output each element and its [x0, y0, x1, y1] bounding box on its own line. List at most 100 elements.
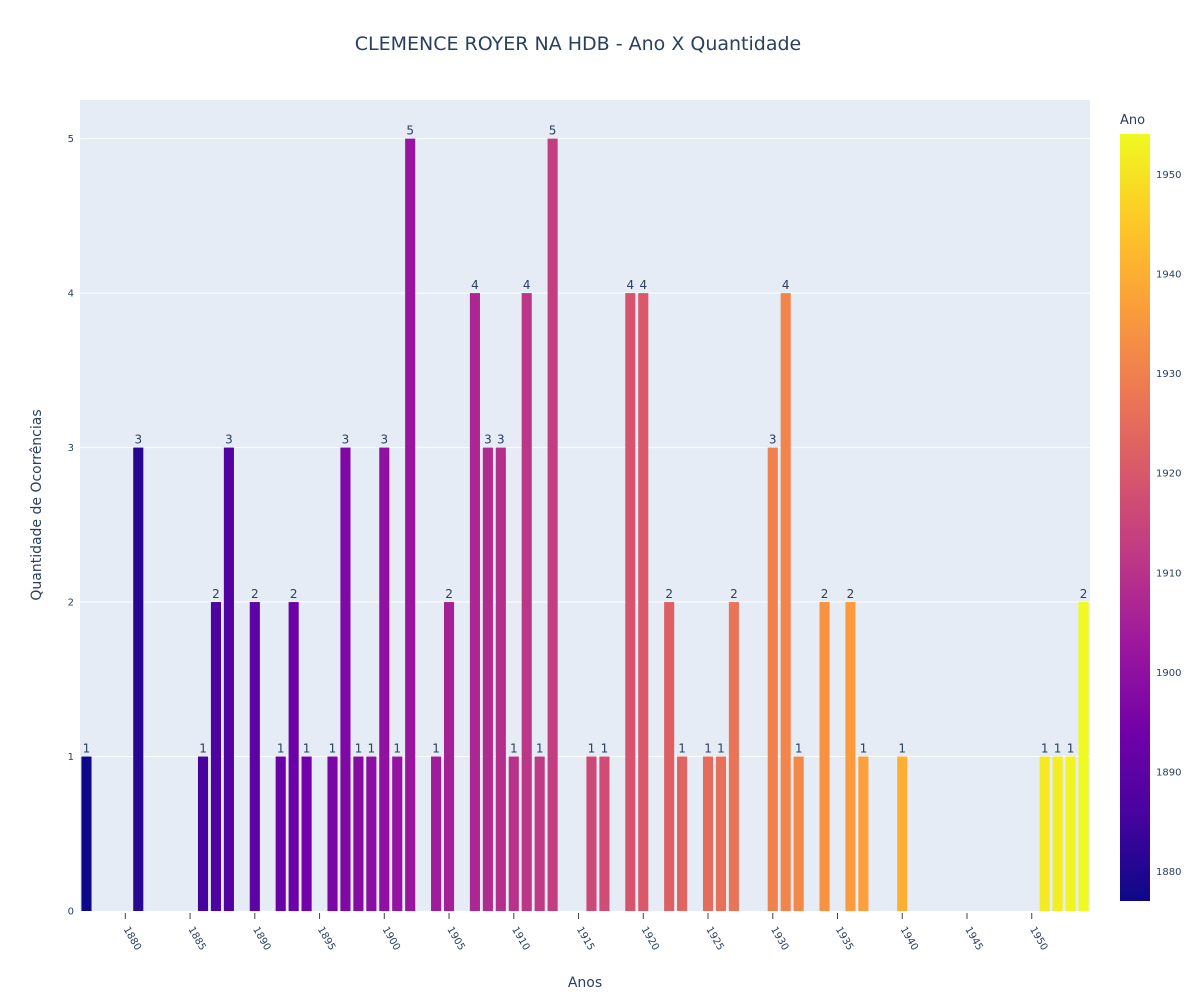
- bar-value-label: 1: [717, 742, 725, 756]
- bar-value-label: 3: [484, 433, 492, 447]
- bar-value-label: 1: [536, 742, 544, 756]
- x-tick-label: 1935: [833, 925, 855, 953]
- bar-value-label: 2: [445, 587, 453, 601]
- bar-value-label: 3: [769, 433, 777, 447]
- bar-value-label: 1: [860, 742, 868, 756]
- bar-value-label: 3: [342, 433, 350, 447]
- bar-value-label: 1: [368, 742, 376, 756]
- colorbar: Ano 1880 1890 1900 1910 1920 1930 1940 1950: [1120, 113, 1181, 901]
- bar-value-label: 2: [212, 587, 220, 601]
- bar: [249, 602, 260, 911]
- y-tick-label: 2: [68, 598, 74, 609]
- bar: [353, 756, 364, 911]
- bar-value-label: 2: [847, 587, 855, 601]
- bar-value-label: 2: [251, 587, 259, 601]
- x-tick-label: 1925: [703, 925, 725, 953]
- x-tick-label: 1880: [121, 925, 143, 953]
- bar-value-label: 2: [730, 587, 738, 601]
- colorbar-tick-label: 1940: [1156, 269, 1181, 280]
- bar: [508, 756, 519, 911]
- bar: [495, 447, 506, 911]
- x-tick-label: 1890: [250, 925, 272, 953]
- x-axis-title: Anos: [568, 975, 602, 991]
- colorbar-gradient: [1120, 134, 1150, 901]
- x-tick-label: 1950: [1027, 925, 1049, 953]
- bar: [223, 447, 234, 911]
- x-tick-label: 1910: [509, 925, 531, 953]
- x-tick-label: 1920: [639, 925, 661, 953]
- bar-value-label: 1: [393, 742, 401, 756]
- bar: [133, 447, 144, 911]
- bar: [327, 756, 338, 911]
- bar: [379, 447, 390, 911]
- bar: [793, 756, 804, 911]
- bar: [547, 138, 558, 912]
- bar-value-label: 1: [329, 742, 337, 756]
- y-tick-label: 4: [68, 289, 74, 300]
- bar-value-label: 1: [1041, 742, 1049, 756]
- y-axis-title: Quantidade de Ocorrências: [29, 409, 45, 600]
- bar: [586, 756, 597, 911]
- bar-value-label: 3: [225, 433, 233, 447]
- bar-value-label: 1: [1054, 742, 1062, 756]
- bar-value-label: 2: [821, 587, 829, 601]
- plot-area: [80, 100, 1090, 911]
- x-tick-label: 1930: [768, 925, 790, 953]
- colorbar-tick-label: 1950: [1156, 170, 1181, 181]
- bar: [81, 756, 92, 911]
- bar: [197, 756, 209, 911]
- bar-value-label: 1: [588, 742, 596, 756]
- bar: [819, 602, 830, 911]
- x-tick-label: 1895: [315, 925, 337, 953]
- bar-value-label: 4: [639, 278, 647, 292]
- colorbar-tick-label: 1930: [1156, 369, 1181, 380]
- bar: [521, 293, 532, 912]
- bar: [275, 756, 286, 911]
- bar-value-label: 4: [471, 278, 479, 292]
- bar: [469, 293, 480, 912]
- grid-lines: [80, 138, 1090, 758]
- bar: [715, 756, 727, 911]
- bar: [1039, 756, 1050, 911]
- bar-value-label: 2: [665, 587, 673, 601]
- bar: [301, 756, 312, 911]
- bar: [288, 602, 299, 911]
- colorbar-tick-label: 1890: [1156, 768, 1181, 779]
- bar: [677, 756, 688, 911]
- bar-value-label: 1: [277, 742, 285, 756]
- bar-value-label: 2: [290, 587, 298, 601]
- bar-value-label: 5: [406, 124, 414, 138]
- bar: [1065, 756, 1076, 911]
- chart-title: CLEMENCE ROYER NA HDB - Ano X Quantidade: [355, 33, 802, 55]
- bar-value-label: 2: [1080, 587, 1088, 601]
- x-axis: 1880 1885 1890 1895 1900 1905 1910 1915 1920 1925…: [121, 913, 1049, 953]
- y-tick-label: 5: [68, 134, 74, 145]
- colorbar-tick-label: 1900: [1156, 668, 1181, 679]
- y-tick-label: 3: [68, 443, 74, 454]
- bar: [392, 756, 403, 911]
- x-tick-label: 1915: [574, 925, 596, 953]
- bar: [897, 756, 908, 911]
- bar: [638, 293, 649, 912]
- x-tick-label: 1885: [185, 925, 207, 953]
- y-tick-label: 1: [68, 752, 74, 763]
- colorbar-tick-label: 1880: [1156, 867, 1181, 878]
- bar-value-label: 1: [795, 742, 803, 756]
- x-tick-label: 1905: [444, 925, 466, 953]
- bar: [210, 602, 222, 911]
- bar: [1052, 756, 1063, 911]
- bar: [858, 756, 869, 911]
- bar-value-label: 1: [83, 742, 91, 756]
- bar-value-label: 1: [704, 742, 712, 756]
- bar-value-label: 5: [549, 124, 557, 138]
- bar-value-label: 3: [497, 433, 505, 447]
- bar: [482, 447, 493, 911]
- x-tick-label: 1940: [898, 925, 920, 953]
- bar-value-label: 1: [1067, 742, 1075, 756]
- bar-value-label: 1: [601, 742, 609, 756]
- bars: [81, 138, 1089, 912]
- bar: [625, 293, 636, 912]
- bar: [702, 756, 714, 911]
